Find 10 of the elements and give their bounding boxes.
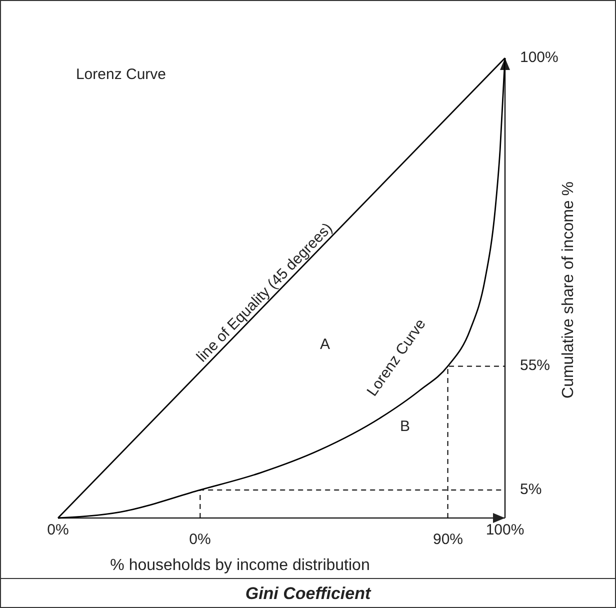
x-axis-title: % households by income distribution (110, 557, 370, 574)
text: Gini Coefficient (245, 584, 372, 603)
text: 90% (432, 530, 464, 548)
annotation: B (400, 418, 410, 435)
text: 5% (520, 480, 542, 498)
text: 55% (520, 356, 550, 374)
annotation: Lorenz Curve (76, 66, 166, 83)
y-axis-title: Cumulative share of income % (560, 182, 577, 398)
text: 100% (520, 48, 558, 66)
annotation: A (320, 336, 330, 353)
